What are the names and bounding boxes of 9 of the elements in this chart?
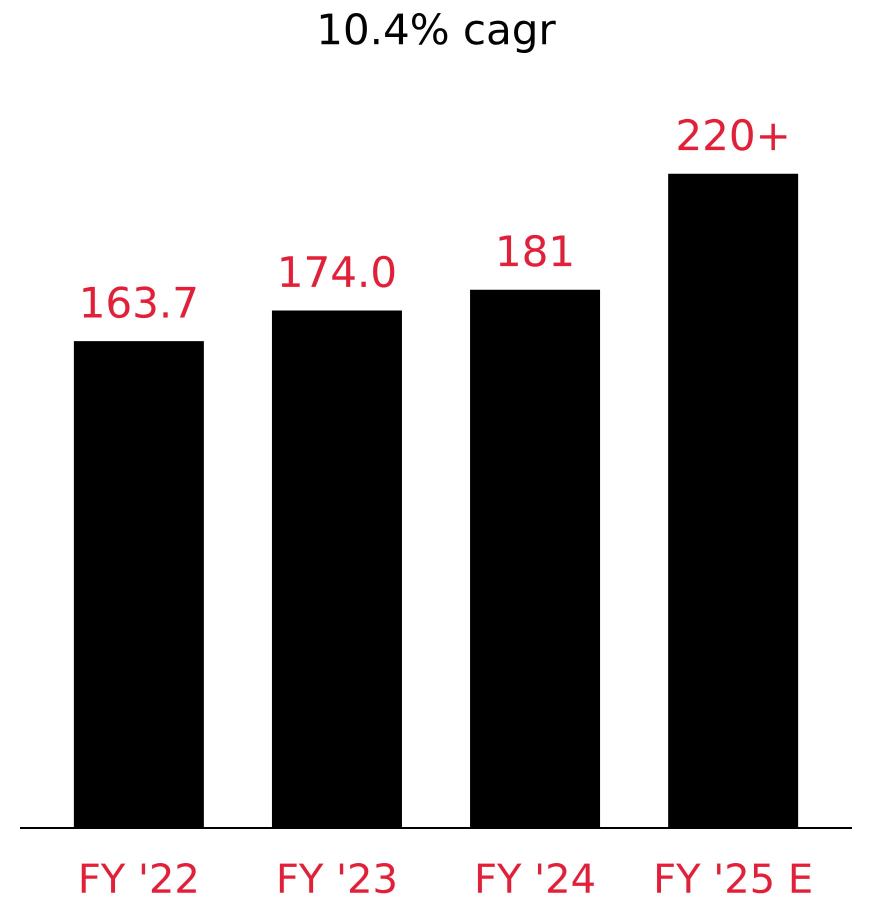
data-label: 181 [500, 234, 572, 267]
data-label: 220+ [678, 118, 786, 151]
x-tick-label: FY '22 [82, 863, 196, 893]
x-tick-label: FY '24 [478, 863, 594, 893]
data-label: 163.7 [83, 286, 196, 318]
chart-title: 10.4% cagr [320, 13, 556, 53]
x-tick-label: FY '23 [280, 863, 395, 894]
x-tick-label: FY '25 E [657, 863, 811, 894]
data-label: 174.0 [281, 256, 394, 288]
